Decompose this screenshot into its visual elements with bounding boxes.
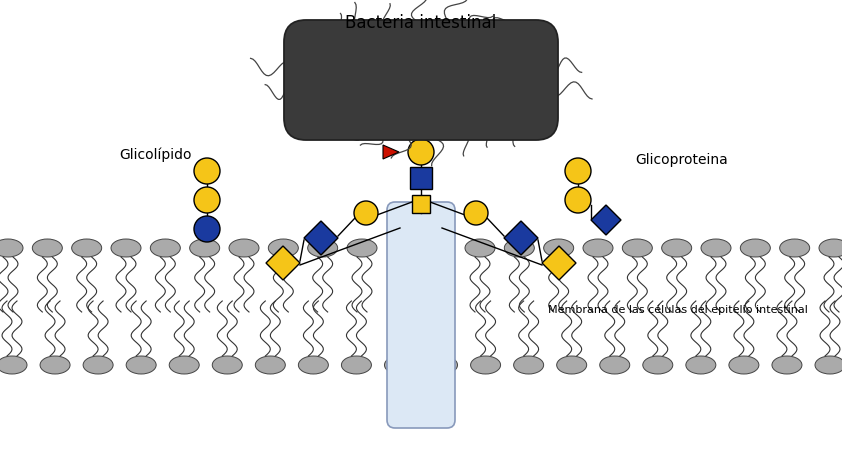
Ellipse shape — [255, 356, 285, 374]
Polygon shape — [383, 145, 399, 159]
Ellipse shape — [0, 239, 23, 257]
Ellipse shape — [701, 239, 731, 257]
Ellipse shape — [583, 239, 613, 257]
Ellipse shape — [40, 356, 70, 374]
Ellipse shape — [642, 356, 673, 374]
Ellipse shape — [83, 356, 113, 374]
Text: Bacteria intestinal: Bacteria intestinal — [345, 14, 497, 32]
Ellipse shape — [408, 139, 434, 165]
Ellipse shape — [504, 239, 535, 257]
Ellipse shape — [269, 239, 298, 257]
Ellipse shape — [341, 356, 371, 374]
Ellipse shape — [565, 187, 591, 213]
Text: Glicolípido: Glicolípido — [119, 148, 191, 162]
Ellipse shape — [298, 356, 328, 374]
Ellipse shape — [189, 239, 220, 257]
Ellipse shape — [729, 356, 759, 374]
Ellipse shape — [557, 356, 587, 374]
Ellipse shape — [815, 356, 842, 374]
Ellipse shape — [32, 239, 62, 257]
Ellipse shape — [622, 239, 653, 257]
Ellipse shape — [544, 239, 573, 257]
Polygon shape — [266, 246, 300, 280]
Ellipse shape — [600, 356, 630, 374]
Ellipse shape — [307, 239, 338, 257]
Ellipse shape — [772, 356, 802, 374]
Polygon shape — [591, 205, 621, 235]
Ellipse shape — [471, 356, 501, 374]
Ellipse shape — [229, 239, 259, 257]
Polygon shape — [504, 221, 538, 255]
Bar — [410, 167, 432, 189]
Polygon shape — [304, 221, 338, 255]
Ellipse shape — [514, 356, 544, 374]
FancyBboxPatch shape — [284, 20, 558, 140]
Ellipse shape — [0, 356, 27, 374]
Ellipse shape — [347, 239, 377, 257]
Text: Glicoproteina: Glicoproteina — [635, 153, 727, 167]
Ellipse shape — [662, 239, 691, 257]
Ellipse shape — [151, 239, 180, 257]
Ellipse shape — [565, 158, 591, 184]
Ellipse shape — [212, 356, 242, 374]
Polygon shape — [542, 246, 576, 280]
Ellipse shape — [194, 187, 220, 213]
Ellipse shape — [126, 356, 156, 374]
FancyBboxPatch shape — [387, 202, 455, 428]
Ellipse shape — [780, 239, 810, 257]
Ellipse shape — [385, 356, 414, 374]
Ellipse shape — [354, 201, 378, 225]
Text: Membrana de las células del epitelio intestinal: Membrana de las células del epitelio int… — [548, 305, 807, 315]
Ellipse shape — [819, 239, 842, 257]
Ellipse shape — [111, 239, 141, 257]
Ellipse shape — [194, 158, 220, 184]
Ellipse shape — [464, 201, 488, 225]
Bar — [412, 195, 430, 213]
Ellipse shape — [428, 356, 457, 374]
Ellipse shape — [465, 239, 495, 257]
Ellipse shape — [169, 356, 200, 374]
Ellipse shape — [72, 239, 102, 257]
Ellipse shape — [194, 216, 220, 242]
Ellipse shape — [740, 239, 770, 257]
Ellipse shape — [686, 356, 716, 374]
